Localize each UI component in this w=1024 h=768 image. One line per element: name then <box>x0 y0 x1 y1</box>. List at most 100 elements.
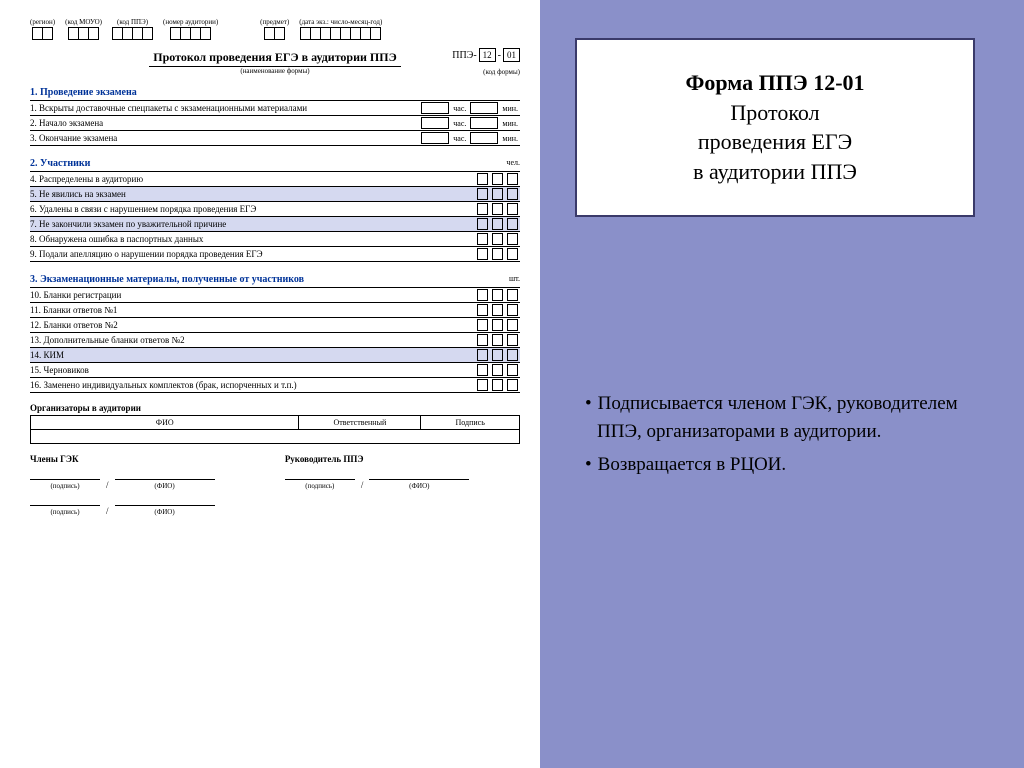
row-text: 3. Окончание экзамена <box>30 133 419 143</box>
count-cell[interactable] <box>507 173 518 185</box>
section-3-rows: 10. Бланки регистрации 11. Бланки ответо… <box>30 288 520 393</box>
count-cell[interactable] <box>507 188 518 200</box>
count-cell[interactable] <box>507 289 518 301</box>
material-row: 14. КИМ <box>30 348 520 363</box>
material-row: 12. Бланки ответов №2 <box>30 318 520 333</box>
time-row: 1. Вскрыты доставочные спецпакеты с экза… <box>30 101 520 116</box>
section-1-rows: 1. Вскрыты доставочные спецпакеты с экза… <box>30 101 520 146</box>
section-3-header: 3. Экзаменационные материалы, полученные… <box>30 272 520 288</box>
count-row: 9. Подали апелляцию о нарушении порядка … <box>30 247 520 262</box>
document-title: Протокол проведения ЕГЭ в аудитории ППЭ <box>149 50 401 67</box>
time-row: 3. Окончание экзамена час. мин. <box>30 131 520 146</box>
code-label: (предмет) <box>260 18 289 26</box>
code-label: (номер аудитории) <box>163 18 218 26</box>
sig-lbl-pod3: (подпись) <box>285 482 355 490</box>
section-2-header: 2. Участники чел. <box>30 156 520 172</box>
count-cell[interactable] <box>492 248 503 260</box>
count-row: 8. Обнаружена ошибка в паспортных данных <box>30 232 520 247</box>
org-col-sign: Подпись <box>421 416 519 429</box>
row-text: 7. Не закончили экзамен по уважительной … <box>30 219 475 229</box>
count-row: 5. Не явились на экзамен <box>30 187 520 202</box>
count-cell[interactable] <box>492 334 503 346</box>
row-text: 8. Обнаружена ошибка в паспортных данных <box>30 234 475 244</box>
count-cell[interactable] <box>492 203 503 215</box>
row-text: 11. Бланки ответов №1 <box>30 305 475 315</box>
panel-line4: в аудитории ППЭ <box>607 157 943 187</box>
count-cell[interactable] <box>477 334 488 346</box>
count-cell[interactable] <box>492 364 503 376</box>
min-input[interactable] <box>470 117 498 129</box>
count-cell[interactable] <box>507 248 518 260</box>
code-label: (дата экз.: число-месяц-год) <box>299 18 382 26</box>
code-cell[interactable] <box>200 27 211 40</box>
count-row: 7. Не закончили экзамен по уважительной … <box>30 217 520 232</box>
hour-input[interactable] <box>421 132 449 144</box>
sig-right-title: Руководитель ППЭ <box>285 454 520 464</box>
count-cell[interactable] <box>507 203 518 215</box>
count-cell[interactable] <box>507 304 518 316</box>
count-cell[interactable] <box>507 233 518 245</box>
count-cell[interactable] <box>507 349 518 361</box>
min-input[interactable] <box>470 102 498 114</box>
code-label: (регион) <box>30 18 55 26</box>
count-cell[interactable] <box>492 289 503 301</box>
code-boxes <box>112 27 153 40</box>
section-2-unit: чел. <box>506 158 520 169</box>
signature-area: Члены ГЭК (подпись) / (ФИО) (подпись) / … <box>30 454 520 516</box>
form-document: (регион)(код МОУО)(код ППЭ)(номер аудито… <box>0 0 540 768</box>
row-text: 10. Бланки регистрации <box>30 290 475 300</box>
count-cell[interactable] <box>477 304 488 316</box>
material-row: 13. Дополнительные бланки ответов №2 <box>30 333 520 348</box>
count-cell[interactable] <box>507 218 518 230</box>
count-cell[interactable] <box>477 248 488 260</box>
count-cell[interactable] <box>477 349 488 361</box>
count-cell[interactable] <box>492 218 503 230</box>
material-row: 11. Бланки ответов №1 <box>30 303 520 318</box>
count-cell[interactable] <box>477 173 488 185</box>
code-cell[interactable] <box>42 27 53 40</box>
form-code-2: 01 <box>503 48 520 62</box>
count-cell[interactable] <box>477 379 488 391</box>
count-cell[interactable] <box>477 218 488 230</box>
document-title-sub: (наименование формы) <box>30 67 520 75</box>
code-cell[interactable] <box>274 27 285 40</box>
count-cell[interactable] <box>492 379 503 391</box>
count-cell[interactable] <box>477 364 488 376</box>
organizers-table: ФИО Ответственный Подпись <box>30 415 520 430</box>
form-code-1: 12 <box>479 48 496 62</box>
count-cell[interactable] <box>477 319 488 331</box>
sig-lbl-fio: (ФИО) <box>115 482 215 490</box>
row-text: 6. Удалены в связи с нарушением порядка … <box>30 204 475 214</box>
code-boxes <box>68 27 99 40</box>
count-cell[interactable] <box>507 319 518 331</box>
sig-lbl-pod: (подпись) <box>30 482 100 490</box>
count-cell[interactable] <box>492 349 503 361</box>
count-cell[interactable] <box>507 334 518 346</box>
org-col-fio: ФИО <box>31 416 299 429</box>
count-cell[interactable] <box>492 304 503 316</box>
count-cell[interactable] <box>492 319 503 331</box>
row-text: 12. Бланки ответов №2 <box>30 320 475 330</box>
count-cell[interactable] <box>492 233 503 245</box>
hour-input[interactable] <box>421 117 449 129</box>
hour-input[interactable] <box>421 102 449 114</box>
count-cell[interactable] <box>492 173 503 185</box>
count-cell[interactable] <box>507 364 518 376</box>
min-input[interactable] <box>470 132 498 144</box>
sig-lbl-pod2: (подпись) <box>30 508 100 516</box>
form-code-prefix: ППЭ- <box>452 50 476 61</box>
count-cell[interactable] <box>477 188 488 200</box>
org-empty-row <box>30 430 520 444</box>
sig-left-title: Члены ГЭК <box>30 454 265 464</box>
count-cell[interactable] <box>492 188 503 200</box>
count-cell[interactable] <box>507 379 518 391</box>
count-cell[interactable] <box>477 289 488 301</box>
row-text: 15. Черновиков <box>30 365 475 375</box>
code-cell[interactable] <box>142 27 153 40</box>
org-col-resp: Ответственный <box>299 416 421 429</box>
count-cell[interactable] <box>477 203 488 215</box>
code-cell[interactable] <box>370 27 381 40</box>
code-cell[interactable] <box>88 27 99 40</box>
count-cell[interactable] <box>477 233 488 245</box>
row-text: 16. Заменено индивидуальных комплектов (… <box>30 380 475 390</box>
